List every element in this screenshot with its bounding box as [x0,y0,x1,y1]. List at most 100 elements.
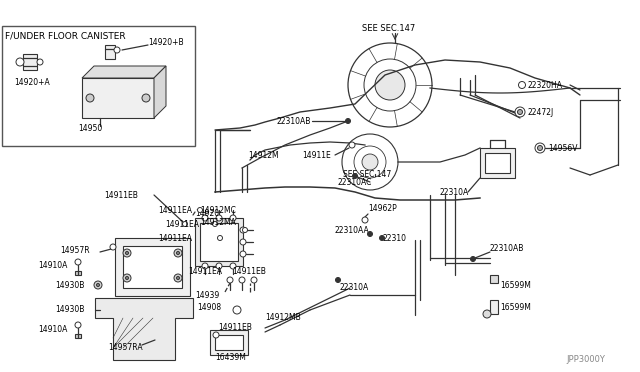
Circle shape [202,215,208,221]
Circle shape [230,263,236,269]
Text: 16599M: 16599M [500,280,531,289]
Text: 22310AA: 22310AA [335,225,370,234]
Text: 14910A: 14910A [38,326,67,334]
Bar [105,45,115,59]
Circle shape [123,274,131,282]
Circle shape [538,145,543,151]
Circle shape [75,322,81,328]
Bar [485,153,510,173]
Text: 14912MC: 14912MC [200,205,236,215]
Text: 14920: 14920 [195,208,219,218]
Bar [490,275,498,283]
Bar [490,300,498,314]
Text: 14911EA: 14911EA [188,267,222,276]
Circle shape [174,249,182,257]
Circle shape [375,70,405,100]
Text: 14908: 14908 [197,304,221,312]
Circle shape [125,276,129,279]
Circle shape [123,249,131,257]
Bar [215,335,243,350]
Circle shape [216,215,222,221]
Circle shape [182,221,188,227]
Circle shape [174,274,182,282]
Circle shape [177,276,179,279]
Bar [480,148,515,178]
Circle shape [94,281,102,289]
Circle shape [243,228,248,232]
Text: 14911EA: 14911EA [158,234,192,243]
Text: 14962P: 14962P [368,203,397,212]
Text: 14912M: 14912M [248,151,278,160]
Text: JPP3000Y: JPP3000Y [566,356,605,365]
Circle shape [233,306,241,314]
Circle shape [142,94,150,102]
Text: 14939: 14939 [195,291,220,299]
Polygon shape [154,66,166,118]
Text: 14911E: 14911E [302,151,331,160]
Bar [82,78,154,118]
Text: 14930B: 14930B [55,305,84,314]
Circle shape [346,119,351,124]
Text: SEE SEC.147: SEE SEC.147 [362,23,415,32]
Text: 22320HA: 22320HA [528,80,563,90]
Circle shape [198,208,202,212]
Bar [23,54,37,70]
Circle shape [240,227,246,233]
Circle shape [515,107,525,117]
Circle shape [218,235,223,241]
Text: 22310AC: 22310AC [338,177,372,186]
Circle shape [362,154,378,170]
Circle shape [251,277,257,283]
Circle shape [213,332,219,338]
Text: 14930B: 14930B [55,280,84,289]
Circle shape [367,231,372,237]
Circle shape [380,235,385,241]
Bar [75,334,81,338]
Circle shape [177,251,179,254]
Text: 14950: 14950 [78,124,102,132]
Text: 14957RA: 14957RA [108,343,143,353]
Text: 14956V: 14956V [548,144,577,153]
Circle shape [86,94,94,102]
Circle shape [202,263,208,269]
Text: F/UNDER FLOOR CANISTER: F/UNDER FLOOR CANISTER [5,31,125,40]
Circle shape [97,283,99,286]
Bar [210,330,248,355]
Circle shape [483,310,491,318]
Text: 22310AB: 22310AB [277,116,312,125]
Text: 14920+A: 14920+A [14,77,50,87]
Text: 14910A: 14910A [38,260,67,269]
Polygon shape [82,66,166,78]
Circle shape [125,251,129,254]
Bar [2,26,195,146]
Circle shape [535,143,545,153]
Text: 22310AB: 22310AB [490,244,524,253]
Circle shape [362,217,368,223]
Text: 22310: 22310 [383,234,407,243]
Circle shape [335,278,340,282]
Circle shape [114,47,120,53]
Circle shape [518,81,525,89]
Circle shape [353,173,358,179]
Circle shape [240,251,246,257]
Text: 14912MB: 14912MB [265,314,301,323]
Circle shape [37,59,43,65]
Text: 14911EB: 14911EB [232,267,266,276]
Circle shape [239,277,245,283]
Circle shape [227,277,233,283]
Circle shape [518,109,522,115]
Text: 22310A: 22310A [440,187,469,196]
Text: 14957R: 14957R [60,246,90,254]
Text: 14920+B: 14920+B [148,38,184,46]
Text: 14912MA: 14912MA [200,218,236,227]
Text: 16439M: 16439M [215,353,246,362]
Circle shape [240,239,246,245]
Text: 14911EA: 14911EA [165,219,199,228]
Text: 22310A: 22310A [340,283,369,292]
Text: SEE SEC.147: SEE SEC.147 [343,170,391,179]
Bar [195,218,243,266]
Bar [115,238,190,296]
Bar [200,223,238,261]
Text: 22472J: 22472J [528,108,554,116]
Circle shape [470,257,476,262]
